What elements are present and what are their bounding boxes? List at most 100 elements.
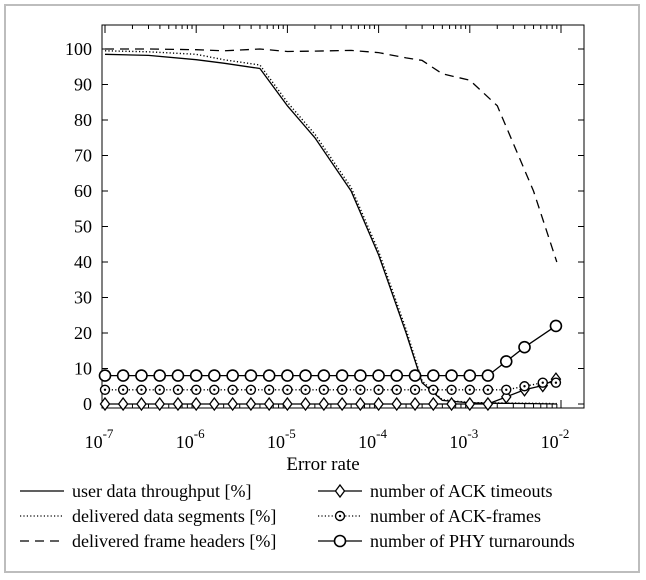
data-point [117, 384, 129, 395]
data-point [336, 384, 348, 395]
legend-item: user data throughput [%] [20, 481, 251, 501]
data-point [282, 384, 293, 395]
series-line [105, 325, 557, 377]
series-2 [104, 50, 557, 405]
legend-marker [334, 483, 346, 499]
data-point [373, 396, 384, 412]
data-point [172, 396, 184, 412]
legend-label: user data throughput [%] [72, 481, 251, 501]
series-4 [99, 372, 562, 412]
data-point [464, 396, 476, 412]
data-point [189, 369, 203, 382]
data-point [409, 396, 421, 412]
series-line [105, 48, 558, 263]
data-point [373, 384, 384, 395]
y-tick-label: 30 [74, 288, 92, 308]
x-axis-title: Error rate [286, 454, 359, 475]
legend-marker [334, 510, 346, 522]
y-tick-label: 40 [74, 252, 92, 272]
chart: 0 10 20 30 40 50 60 70 80 90 100 10-7 10-6 10-5 10-4 1… [20, 24, 585, 551]
legend-label: delivered data segments [%] [72, 506, 276, 526]
data-point [116, 369, 130, 382]
data-point [281, 369, 294, 382]
data-point [408, 369, 422, 382]
series-5 [99, 377, 562, 395]
series-6 [98, 319, 563, 382]
legend: user data throughput [%] delivered data s… [20, 481, 575, 551]
data-point [481, 369, 495, 382]
data-point [519, 381, 530, 392]
data-point [317, 369, 331, 382]
data-point [518, 340, 531, 354]
x-tick-label: 10-5 [267, 426, 296, 452]
y-tick-label: 10 [74, 359, 92, 379]
y-tick-label: 70 [74, 146, 92, 166]
data-point [482, 396, 494, 412]
data-point [354, 369, 367, 382]
data-point [537, 377, 548, 388]
data-point [227, 396, 238, 412]
legend-item: number of ACK timeouts [318, 481, 553, 501]
series-layer [98, 48, 563, 412]
data-point [190, 384, 202, 395]
data-point [372, 369, 385, 382]
legend-label: number of PHY turnarounds [370, 531, 575, 551]
data-point [299, 369, 312, 382]
data-point [355, 384, 366, 395]
data-point [136, 384, 147, 395]
series-3 [105, 48, 558, 263]
data-point [245, 396, 257, 412]
y-tick-label: 60 [74, 181, 92, 201]
legend-marker [333, 534, 347, 548]
data-point [445, 369, 458, 382]
data-point [245, 384, 257, 395]
data-point [427, 369, 440, 382]
data-point [209, 384, 220, 395]
x-tick-label: 10-4 [358, 426, 387, 452]
data-point [209, 396, 220, 412]
x-tick-label: 10-3 [449, 426, 478, 452]
y-tick-label: 20 [74, 323, 92, 343]
data-point [464, 384, 475, 395]
data-point [227, 384, 238, 395]
data-point [117, 396, 129, 412]
y-tick-label: 100 [65, 39, 92, 59]
data-point [154, 396, 166, 412]
x-tick-label: 10-2 [541, 426, 570, 452]
data-point [172, 384, 184, 395]
y-tick-label: 50 [74, 217, 92, 237]
data-point [391, 396, 403, 412]
legend-label: delivered frame headers [%] [72, 531, 276, 551]
data-point [390, 369, 404, 382]
data-point [318, 384, 330, 395]
data-point [501, 384, 512, 395]
data-point [282, 396, 293, 412]
series-line [104, 50, 557, 405]
data-point [427, 396, 439, 412]
legend-item: number of PHY turnarounds [318, 531, 575, 551]
figure-frame: 0 10 20 30 40 50 60 70 80 90 100 10-7 10-6 10-5 10-4 1… [4, 4, 640, 573]
data-point [153, 369, 167, 382]
legend-item: delivered data segments [%] [20, 506, 276, 526]
legend-item: number of ACK-frames [318, 506, 541, 526]
data-point [135, 369, 148, 382]
data-point [446, 384, 457, 395]
data-point [263, 384, 275, 395]
legend-label: number of ACK timeouts [370, 481, 553, 501]
data-point [355, 396, 366, 412]
data-point [190, 396, 202, 412]
legend-item: delivered frame headers [%] [20, 531, 276, 551]
data-point [154, 384, 165, 395]
data-point [136, 396, 147, 412]
data-point [335, 369, 349, 382]
series-1 [104, 53, 557, 405]
y-axis: 0 10 20 30 40 50 60 70 80 90 100 [65, 39, 584, 414]
data-point [549, 319, 563, 333]
data-point [208, 369, 221, 382]
data-point [99, 384, 111, 395]
data-point [391, 384, 402, 395]
data-point [300, 384, 311, 395]
data-point [226, 369, 239, 382]
data-point [499, 355, 513, 368]
data-point [262, 369, 276, 382]
